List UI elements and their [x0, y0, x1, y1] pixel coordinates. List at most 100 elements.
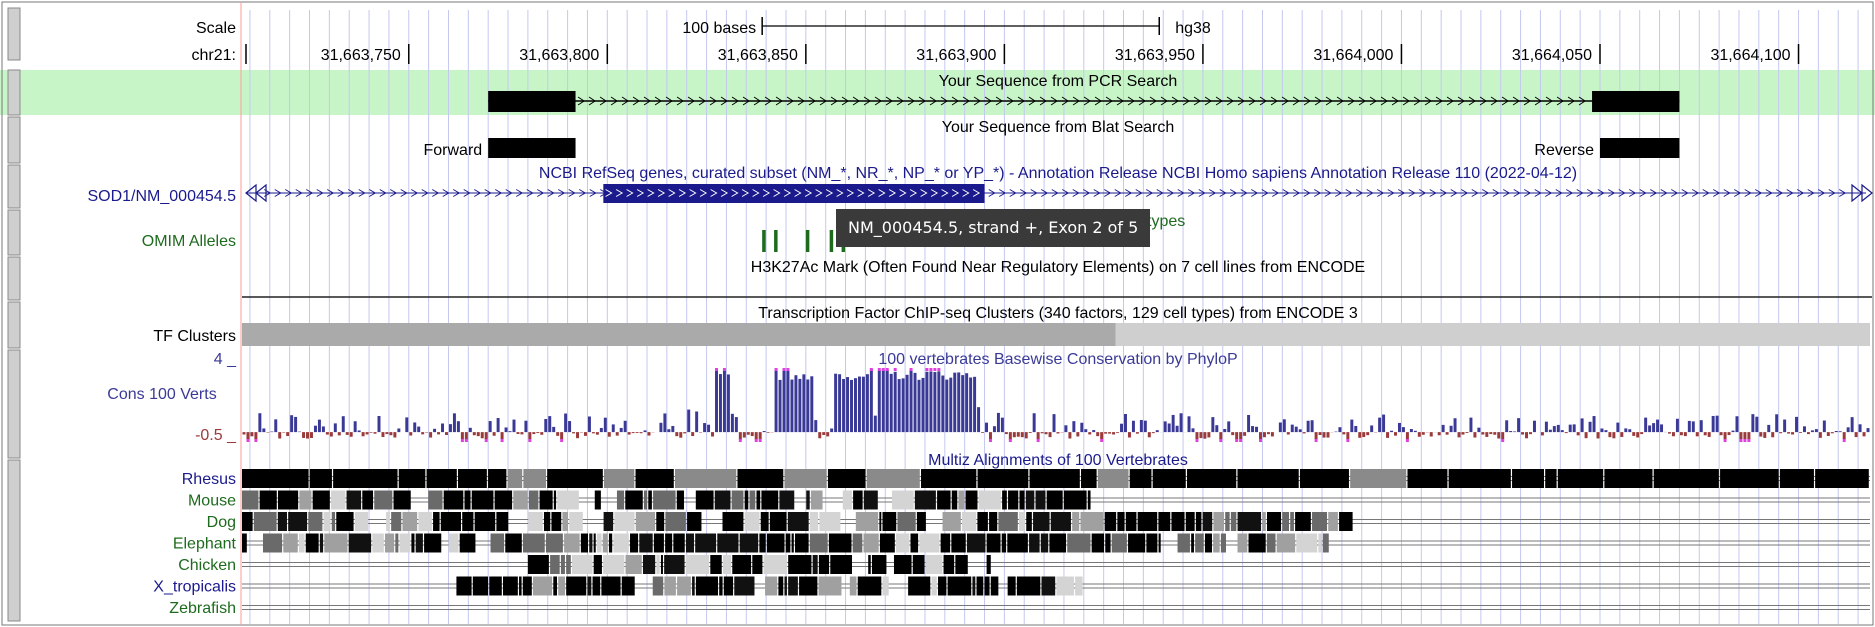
cons-bar [762, 431, 766, 433]
alignment-block [602, 533, 608, 553]
omim-allele-marks[interactable] [762, 230, 846, 252]
omim-allele-mark[interactable] [762, 230, 766, 252]
ruler-tick-label: 31,663,800 [519, 47, 599, 64]
conservation-wiggle[interactable] [242, 368, 1870, 442]
cons-bar [290, 415, 294, 433]
cons-bar [1120, 423, 1124, 433]
pcr-forward-block[interactable] [488, 91, 576, 112]
cons-bar [1155, 430, 1159, 433]
alignment-block [984, 576, 990, 596]
alignment-block [1282, 512, 1290, 531]
track-side-button[interactable] [7, 459, 21, 622]
multiz-alignment-rows[interactable] [242, 469, 1870, 610]
cons-bar [1707, 432, 1711, 437]
cons-bar [917, 379, 921, 433]
omim-allele-mark[interactable] [805, 230, 810, 252]
track-side-buttons[interactable] [7, 7, 21, 622]
pcr-strand-chevrons [577, 96, 1586, 106]
cons-bar [1671, 432, 1675, 437]
omim-allele-mark[interactable] [774, 230, 778, 252]
cons-bar [333, 423, 337, 433]
omim-allele-mark[interactable] [829, 230, 834, 252]
cons-bar [810, 376, 814, 433]
track-side-button[interactable] [7, 256, 21, 301]
alignment-block [972, 576, 976, 596]
tf-track-label: TF Clusters [153, 328, 236, 345]
track-side-button[interactable] [7, 301, 21, 349]
track-side-button[interactable] [7, 164, 21, 209]
refseq-gene-label[interactable]: SOD1/NM_000454.5 [87, 188, 236, 205]
gene-right-offscreen-arrow[interactable] [1851, 183, 1873, 203]
alignment-block [1007, 576, 1016, 596]
tf-cluster-bars[interactable] [242, 323, 1870, 346]
cons-bar [460, 432, 464, 440]
alignment-block [547, 469, 603, 488]
cons-bar [1294, 426, 1298, 433]
cons-bar [1255, 426, 1259, 433]
track-side-button[interactable] [7, 69, 21, 116]
cons-bar [1338, 427, 1342, 433]
tf-cluster-light[interactable] [1115, 323, 1870, 346]
alignment-block [572, 555, 593, 574]
alignment-block [1041, 576, 1056, 596]
track-side-button[interactable] [7, 209, 21, 256]
cons-bar [1064, 425, 1068, 433]
cons-bar [1000, 417, 1004, 433]
refseq-gene-model[interactable] [245, 183, 1873, 203]
cons-bar-saturated [484, 439, 488, 442]
cons-bar [445, 432, 448, 435]
cons-bar [1247, 414, 1251, 433]
alignment-block [553, 576, 558, 596]
cons-bar [484, 432, 488, 440]
track-side-button[interactable] [7, 349, 21, 459]
cons-bar [433, 428, 437, 433]
gene-exon-2[interactable] [603, 184, 985, 203]
alignment-block [1512, 469, 1544, 488]
tf-cluster-dark[interactable] [242, 323, 1116, 346]
alignment-block [1019, 490, 1025, 510]
cons-bar-saturated [869, 368, 873, 371]
blat-result-features[interactable] [488, 138, 1680, 158]
cons-bar [1525, 432, 1529, 439]
blat-forward-block[interactable] [488, 138, 576, 158]
alignment-block [593, 555, 602, 574]
alignment-block [616, 490, 625, 510]
pcr-reverse-block[interactable] [1592, 91, 1680, 112]
alignment-block [653, 533, 664, 553]
blat-reverse-block[interactable] [1599, 138, 1680, 158]
cons-bar-saturated [1195, 439, 1199, 442]
alignment-block [744, 490, 749, 510]
cons-bar [1620, 432, 1624, 437]
alignment-block [692, 576, 695, 596]
h3k27ac-track-title: H3K27Ac Mark (Often Found Near Regulator… [751, 259, 1365, 276]
cons-bar [1640, 432, 1644, 435]
alignment-block [722, 555, 732, 574]
cons-bar [286, 432, 290, 437]
gene-left-offscreen-arrow[interactable] [245, 183, 267, 203]
cons-bar [313, 425, 317, 433]
cons-bar [889, 373, 893, 433]
cons-bar [1124, 414, 1127, 433]
track-side-button[interactable] [7, 116, 21, 164]
pcr-result-feature[interactable] [488, 91, 1680, 112]
alignment-block [1007, 533, 1028, 553]
alignment-block [1195, 533, 1204, 553]
cons-bar-saturated [877, 368, 881, 371]
alignment-block [557, 490, 579, 510]
alignment-block [1407, 469, 1448, 488]
alignment-block [253, 512, 277, 531]
cons-bar [1187, 416, 1191, 433]
cons-bar-saturated [1219, 439, 1223, 442]
alignment-block [1016, 576, 1041, 596]
species-label: Elephant [173, 536, 237, 553]
base-position-ruler[interactable]: 31,663,750 31,663,800 31,663,850 31,663,900… [245, 44, 1800, 64]
alignment-block [965, 490, 978, 510]
cons-bar [1259, 432, 1262, 440]
track-side-button[interactable] [7, 7, 21, 61]
cons-bar [1040, 432, 1044, 434]
cons-bar [627, 432, 631, 435]
cons-bar [1509, 431, 1513, 433]
alignment-block [731, 490, 744, 510]
